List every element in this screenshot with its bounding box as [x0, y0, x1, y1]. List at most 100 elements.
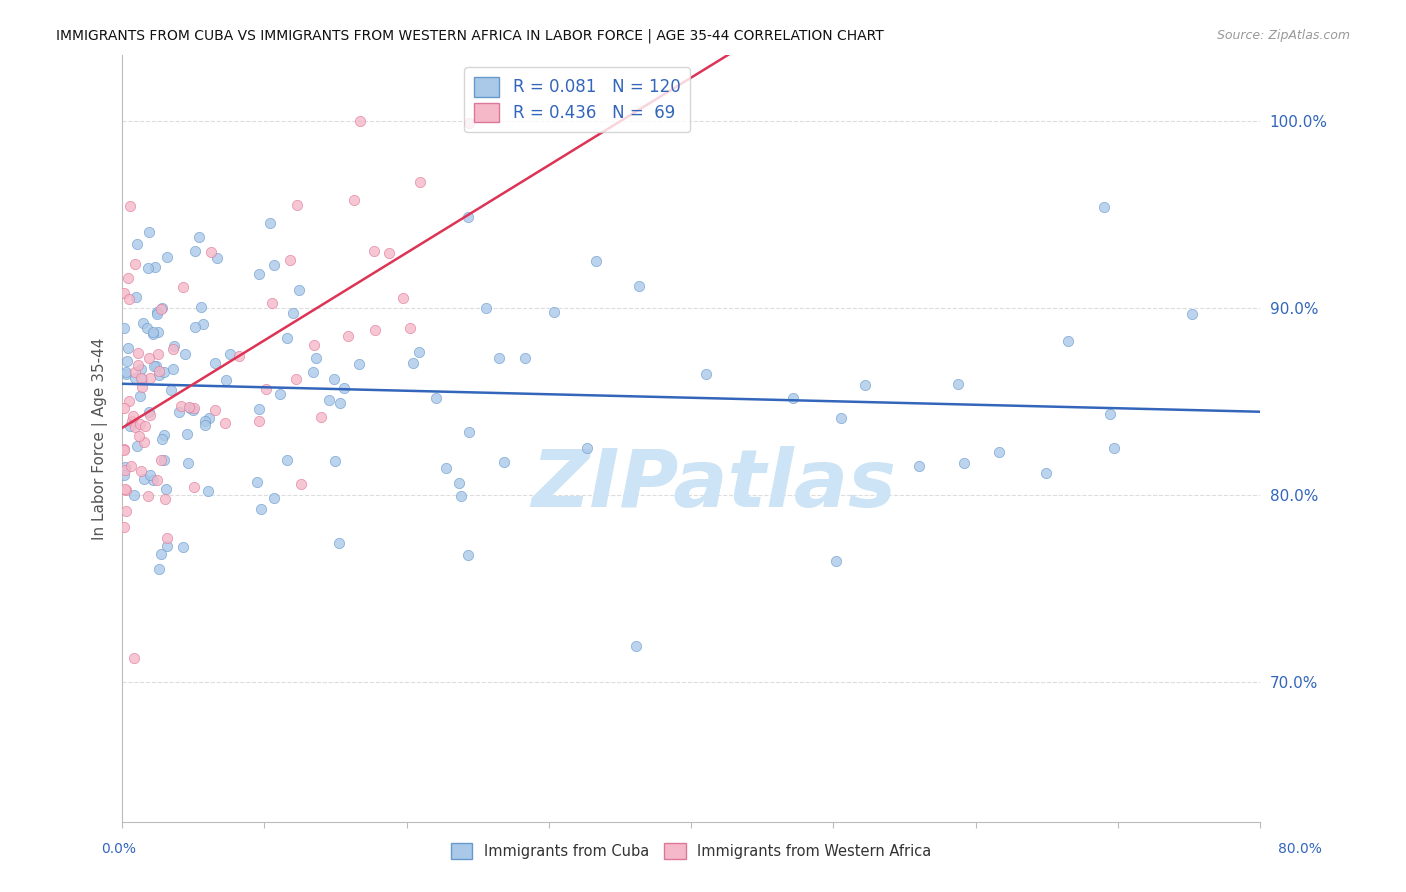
Point	[114, 482, 136, 496]
Point	[214, 416, 236, 430]
Point	[118, 394, 141, 409]
Point	[488, 351, 510, 365]
Point	[148, 347, 170, 361]
Point	[122, 488, 145, 502]
Point	[585, 253, 607, 268]
Point	[145, 307, 167, 321]
Point	[263, 491, 285, 505]
Point	[347, 357, 370, 371]
Point	[128, 417, 150, 431]
Point	[318, 392, 340, 407]
Point	[131, 379, 153, 393]
Text: 80.0%: 80.0%	[1278, 842, 1322, 856]
Point	[162, 343, 184, 357]
Point	[302, 337, 325, 351]
Point	[205, 252, 228, 266]
Point	[150, 301, 173, 316]
Point	[138, 405, 160, 419]
Text: 0.0%: 0.0%	[101, 842, 136, 856]
Point	[131, 372, 153, 386]
Point	[363, 323, 385, 337]
Point	[162, 361, 184, 376]
Point	[262, 296, 284, 310]
Point	[179, 401, 201, 415]
Point	[392, 292, 415, 306]
Point	[377, 246, 399, 260]
Point	[458, 116, 481, 130]
Point	[115, 365, 138, 379]
Point	[948, 376, 970, 391]
Point	[782, 391, 804, 405]
Point	[153, 453, 176, 467]
Point	[170, 399, 193, 413]
Point	[156, 250, 179, 264]
Point	[124, 364, 146, 378]
Point	[543, 305, 565, 319]
Point	[142, 325, 165, 339]
Point	[309, 409, 332, 424]
Point	[492, 455, 515, 469]
Point	[122, 650, 145, 665]
Point	[1098, 407, 1121, 421]
Point	[129, 388, 152, 402]
Point	[285, 198, 308, 212]
Point	[276, 453, 298, 467]
Point	[183, 401, 205, 416]
Point	[457, 210, 479, 224]
Point	[124, 419, 146, 434]
Point	[363, 244, 385, 259]
Point	[156, 539, 179, 553]
Point	[328, 535, 350, 549]
Point	[114, 460, 136, 475]
Y-axis label: In Labor Force | Age 35-44: In Labor Force | Age 35-44	[93, 337, 108, 540]
Point	[474, 301, 496, 315]
Point	[409, 175, 432, 189]
Point	[200, 244, 222, 259]
Point	[115, 504, 138, 518]
Point	[254, 382, 277, 396]
Point	[323, 454, 346, 468]
Point	[343, 193, 366, 207]
Point	[124, 257, 146, 271]
Point	[408, 345, 430, 359]
Point	[281, 306, 304, 320]
Point	[179, 401, 201, 415]
Point	[290, 476, 312, 491]
Point	[146, 326, 169, 340]
Point	[176, 456, 198, 470]
Point	[333, 381, 356, 395]
Point	[853, 378, 876, 392]
Point	[907, 459, 929, 474]
Point	[120, 199, 142, 213]
Point	[284, 372, 307, 386]
Point	[136, 321, 159, 335]
Text: ZIPatlas: ZIPatlas	[531, 446, 897, 524]
Point	[626, 639, 648, 653]
Point	[204, 402, 226, 417]
Point	[146, 305, 169, 319]
Point	[118, 292, 141, 306]
Point	[276, 331, 298, 345]
Point	[247, 267, 270, 281]
Text: Source: ZipAtlas.com: Source: ZipAtlas.com	[1216, 29, 1350, 42]
Point	[155, 483, 177, 497]
Point	[121, 414, 143, 428]
Point	[172, 541, 194, 555]
Point	[153, 492, 176, 507]
Point	[830, 410, 852, 425]
Point	[181, 403, 204, 417]
Point	[138, 226, 160, 240]
Point	[172, 280, 194, 294]
Point	[115, 483, 138, 497]
Point	[150, 432, 173, 446]
Point	[146, 473, 169, 487]
Point	[184, 244, 207, 258]
Point	[204, 356, 226, 370]
Point	[142, 473, 165, 487]
Point	[148, 363, 170, 377]
Point	[124, 371, 146, 385]
Point	[174, 347, 197, 361]
Point	[450, 489, 472, 503]
Point	[269, 387, 291, 401]
Point	[218, 347, 240, 361]
